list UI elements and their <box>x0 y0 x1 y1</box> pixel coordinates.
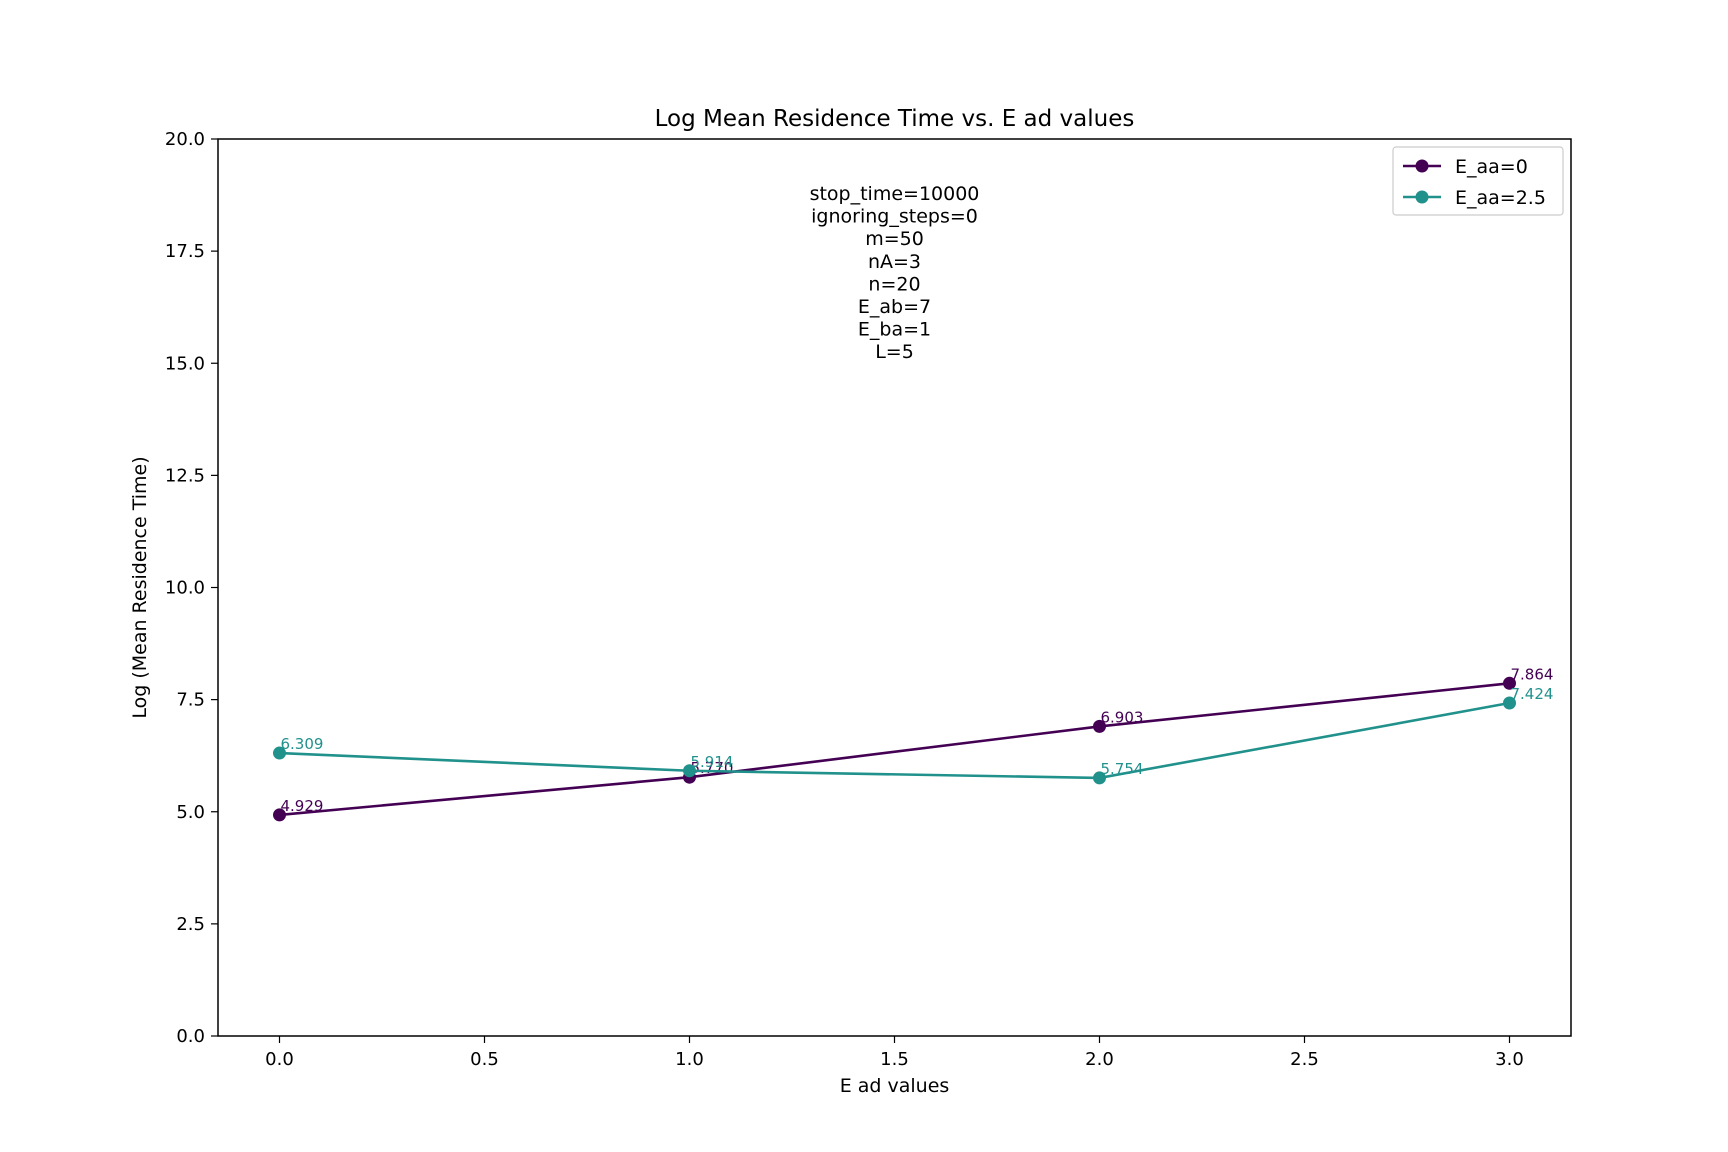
x-tick-label: 0.5 <box>470 1049 499 1070</box>
annotation-line: n=20 <box>868 273 920 295</box>
data-label: 7.424 <box>1511 685 1554 703</box>
data-label: 5.914 <box>691 753 734 771</box>
x-tick-label: 1.0 <box>675 1049 704 1070</box>
data-point <box>1093 771 1106 785</box>
series-1: 6.309 5.914 5.754 7.424 <box>273 685 1554 785</box>
legend-marker <box>1415 159 1429 173</box>
y-axis-label: Log (Mean Residence Time) <box>129 456 151 718</box>
legend-label: E_aa=0 <box>1455 156 1528 178</box>
data-point <box>273 746 286 760</box>
x-tick-label: 2.5 <box>1290 1049 1319 1070</box>
y-tick-label: 0.0 <box>176 1026 205 1047</box>
data-point <box>1503 676 1516 690</box>
data-label: 7.864 <box>1511 665 1554 683</box>
annotation-line: nA=3 <box>868 251 921 273</box>
y-tick-label: 15.0 <box>165 353 205 374</box>
y-tick-label: 7.5 <box>176 690 205 711</box>
x-tick-label: 3.0 <box>1495 1049 1524 1070</box>
x-tick-label: 2.0 <box>1085 1049 1114 1070</box>
x-axis-label: E ad values <box>840 1075 950 1097</box>
annotation-line: E_ab=7 <box>858 296 931 318</box>
y-tick-label: 17.5 <box>165 241 205 262</box>
y-tick-label: 5.0 <box>176 802 205 823</box>
legend-marker <box>1415 190 1429 204</box>
legend-entry: E_aa=0 <box>1403 156 1528 178</box>
data-point <box>273 808 286 822</box>
y-tick-label: 10.0 <box>165 578 205 599</box>
annotation-line: L=5 <box>875 341 914 363</box>
data-label: 5.754 <box>1101 760 1144 778</box>
x-axis-ticks: 0.0 0.5 1.0 1.5 2.0 2.5 3.0 <box>265 1036 1524 1070</box>
legend-entry: E_aa=2.5 <box>1403 187 1546 209</box>
data-label: 6.309 <box>281 735 324 753</box>
data-label: 4.929 <box>281 797 324 815</box>
annotation-line: E_ba=1 <box>858 319 931 341</box>
plot-area-frame <box>217 138 1572 1037</box>
annotation-line: m=50 <box>865 228 924 250</box>
parameter-annotation: stop_time=10000ignoring_steps=0m=50nA=3n… <box>810 183 980 363</box>
data-point <box>1503 696 1516 710</box>
y-tick-label: 20.0 <box>165 129 205 150</box>
y-axis-ticks: 0.0 2.5 5.0 7.5 10.0 12.5 15.0 17.5 20.0 <box>165 129 218 1047</box>
annotation-line: stop_time=10000 <box>810 183 980 205</box>
y-tick-label: 12.5 <box>165 465 205 486</box>
data-label: 6.903 <box>1101 708 1144 726</box>
data-label: 5.770 <box>691 759 734 777</box>
x-tick-label: 0.0 <box>265 1049 294 1070</box>
series-line <box>279 701 1510 780</box>
annotation-line: ignoring_steps=0 <box>811 206 978 228</box>
series-line <box>279 682 1510 817</box>
legend-label: E_aa=2.5 <box>1455 187 1546 209</box>
series-0: 4.929 5.770 6.903 7.864 <box>273 665 1554 822</box>
legend: E_aa=0 E_aa=2.5 <box>1392 146 1564 216</box>
x-tick-label: 1.5 <box>880 1049 909 1070</box>
chart-title: Log Mean Residence Time vs. E ad values <box>655 106 1135 132</box>
data-point <box>1093 719 1106 733</box>
data-point <box>683 764 696 778</box>
y-tick-label: 2.5 <box>176 914 205 935</box>
series-layer: 4.929 5.770 6.903 7.864 6.309 5.914 5.754 7.424 <box>273 665 1554 822</box>
